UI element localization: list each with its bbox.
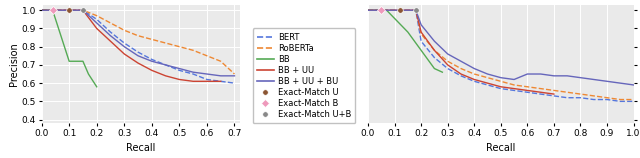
X-axis label: Recall: Recall	[126, 143, 156, 153]
Y-axis label: Precision: Precision	[9, 42, 19, 86]
X-axis label: Recall: Recall	[486, 143, 515, 153]
Legend: BERT, RoBERTa, BB, BB + UU, BB + UU + BU, Exact-Match U, Exact-Match B, Exact-Ma: BERT, RoBERTa, BB, BB + UU, BB + UU + BU…	[253, 28, 355, 123]
